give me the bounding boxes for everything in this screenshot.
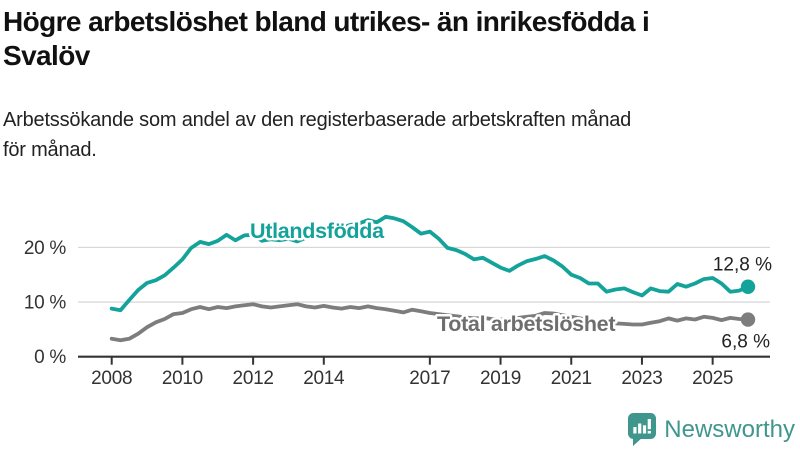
x-tick-label-2008: 2008 — [91, 368, 132, 389]
x-tick-label-2012: 2012 — [233, 368, 274, 389]
x-tick-label-2019: 2019 — [480, 368, 521, 389]
end-value-label-total: 6,8 % — [721, 332, 770, 353]
y-tick-label-0: 0 % — [34, 347, 66, 368]
x-tick-label-2025: 2025 — [692, 368, 733, 389]
x-tick-label-2010: 2010 — [162, 368, 203, 389]
newsworthy-logo-icon — [628, 413, 657, 446]
end-value-label-utlandsfodda: 12,8 % — [713, 255, 772, 276]
chart-header: Högre arbetslöshet bland utrikes- än inr… — [0, 0, 800, 165]
newsworthy-logo: Newsworthy — [628, 413, 795, 446]
series-line-utlandsfodda — [109, 214, 750, 313]
series-label-total: Total arbetslöshet — [437, 312, 615, 336]
x-tick-label-2017: 2017 — [409, 368, 450, 389]
series-line-total — [109, 302, 750, 343]
newsworthy-logo-text: Newsworthy — [664, 415, 795, 443]
y-tick-label-10: 10 % — [24, 293, 67, 314]
x-tick-label-2021: 2021 — [551, 368, 592, 389]
x-tick-label-2014: 2014 — [303, 368, 345, 389]
chart-subtitle: Arbetssökande som andel av den registerb… — [3, 109, 632, 161]
end-dot-total — [740, 312, 756, 327]
y-tick-label-20: 20 % — [24, 238, 67, 259]
x-tick-label-2023: 2023 — [621, 368, 662, 389]
end-dot-utlandsfodda — [740, 279, 756, 294]
series-label-utlandsfodda: Utlandsfödda — [250, 219, 385, 243]
chart-title: Högre arbetslöshet bland utrikes- än inr… — [3, 6, 650, 71]
